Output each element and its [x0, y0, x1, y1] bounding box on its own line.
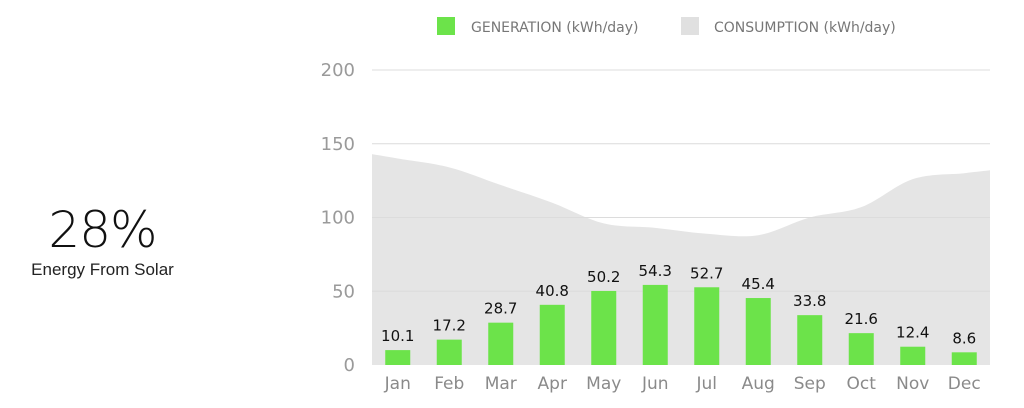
- bar-value-label: 54.3: [639, 262, 672, 280]
- generation-bar[interactable]: [900, 346, 926, 365]
- generation-bar[interactable]: [642, 284, 668, 365]
- bar-value-label: 10.1: [381, 327, 414, 345]
- generation-bar[interactable]: [797, 315, 823, 365]
- y-tick-label: 200: [321, 60, 355, 81]
- generation-bar[interactable]: [694, 287, 720, 365]
- generation-bar[interactable]: [745, 298, 771, 365]
- generation-bar[interactable]: [591, 290, 617, 365]
- bar-value-label: 45.4: [742, 275, 775, 293]
- x-tick-label: Nov: [896, 374, 929, 394]
- bar-value-label: 12.4: [896, 324, 929, 342]
- y-tick-label: 50: [332, 281, 355, 302]
- bar-value-label: 52.7: [690, 264, 723, 282]
- generation-bar[interactable]: [488, 322, 514, 365]
- x-tick-label: Mar: [485, 374, 517, 394]
- x-tick-label: Jan: [384, 374, 411, 394]
- generation-bar[interactable]: [436, 339, 462, 365]
- y-tick-label: 150: [321, 134, 355, 155]
- generation-bar[interactable]: [951, 352, 977, 365]
- bar-value-label: 40.8: [536, 282, 569, 300]
- consumption-area[interactable]: [372, 154, 990, 365]
- y-tick-label: 0: [344, 355, 355, 376]
- bar-value-label: 8.6: [952, 329, 976, 347]
- x-tick-label: Oct: [847, 374, 877, 394]
- generation-bar[interactable]: [539, 304, 565, 365]
- x-tick-label: Aug: [742, 374, 775, 394]
- solar-percentage-label: Energy From Solar: [31, 260, 174, 279]
- bar-value-label: 28.7: [484, 300, 517, 318]
- legend-label-consumption[interactable]: CONSUMPTION (kWh/day): [714, 20, 896, 36]
- bar-value-label: 21.6: [845, 310, 878, 328]
- x-tick-label: Apr: [538, 374, 567, 394]
- bar-value-label: 50.2: [587, 268, 620, 286]
- x-tick-label: Dec: [948, 374, 981, 394]
- x-tick-label: May: [586, 374, 621, 394]
- legend-swatch-consumption[interactable]: [681, 17, 699, 35]
- x-tick-label: Sep: [794, 374, 826, 394]
- solar-summary: 28% Energy From Solar: [0, 200, 205, 280]
- bar-value-label: 17.2: [433, 317, 466, 335]
- legend-swatch-generation[interactable]: [437, 17, 455, 35]
- x-tick-label: Jun: [641, 374, 669, 394]
- legend-label-generation[interactable]: GENERATION (kWh/day): [471, 20, 639, 36]
- x-tick-label: Jul: [695, 374, 717, 394]
- solar-percentage: 28%: [48, 201, 157, 259]
- generation-bar[interactable]: [848, 333, 874, 365]
- generation-bar[interactable]: [385, 350, 411, 365]
- y-tick-label: 100: [321, 208, 355, 229]
- chart-legend: GENERATION (kWh/day) CONSUMPTION (kWh/da…: [437, 17, 896, 36]
- bar-value-label: 33.8: [793, 292, 826, 310]
- x-tick-label: Feb: [434, 374, 464, 394]
